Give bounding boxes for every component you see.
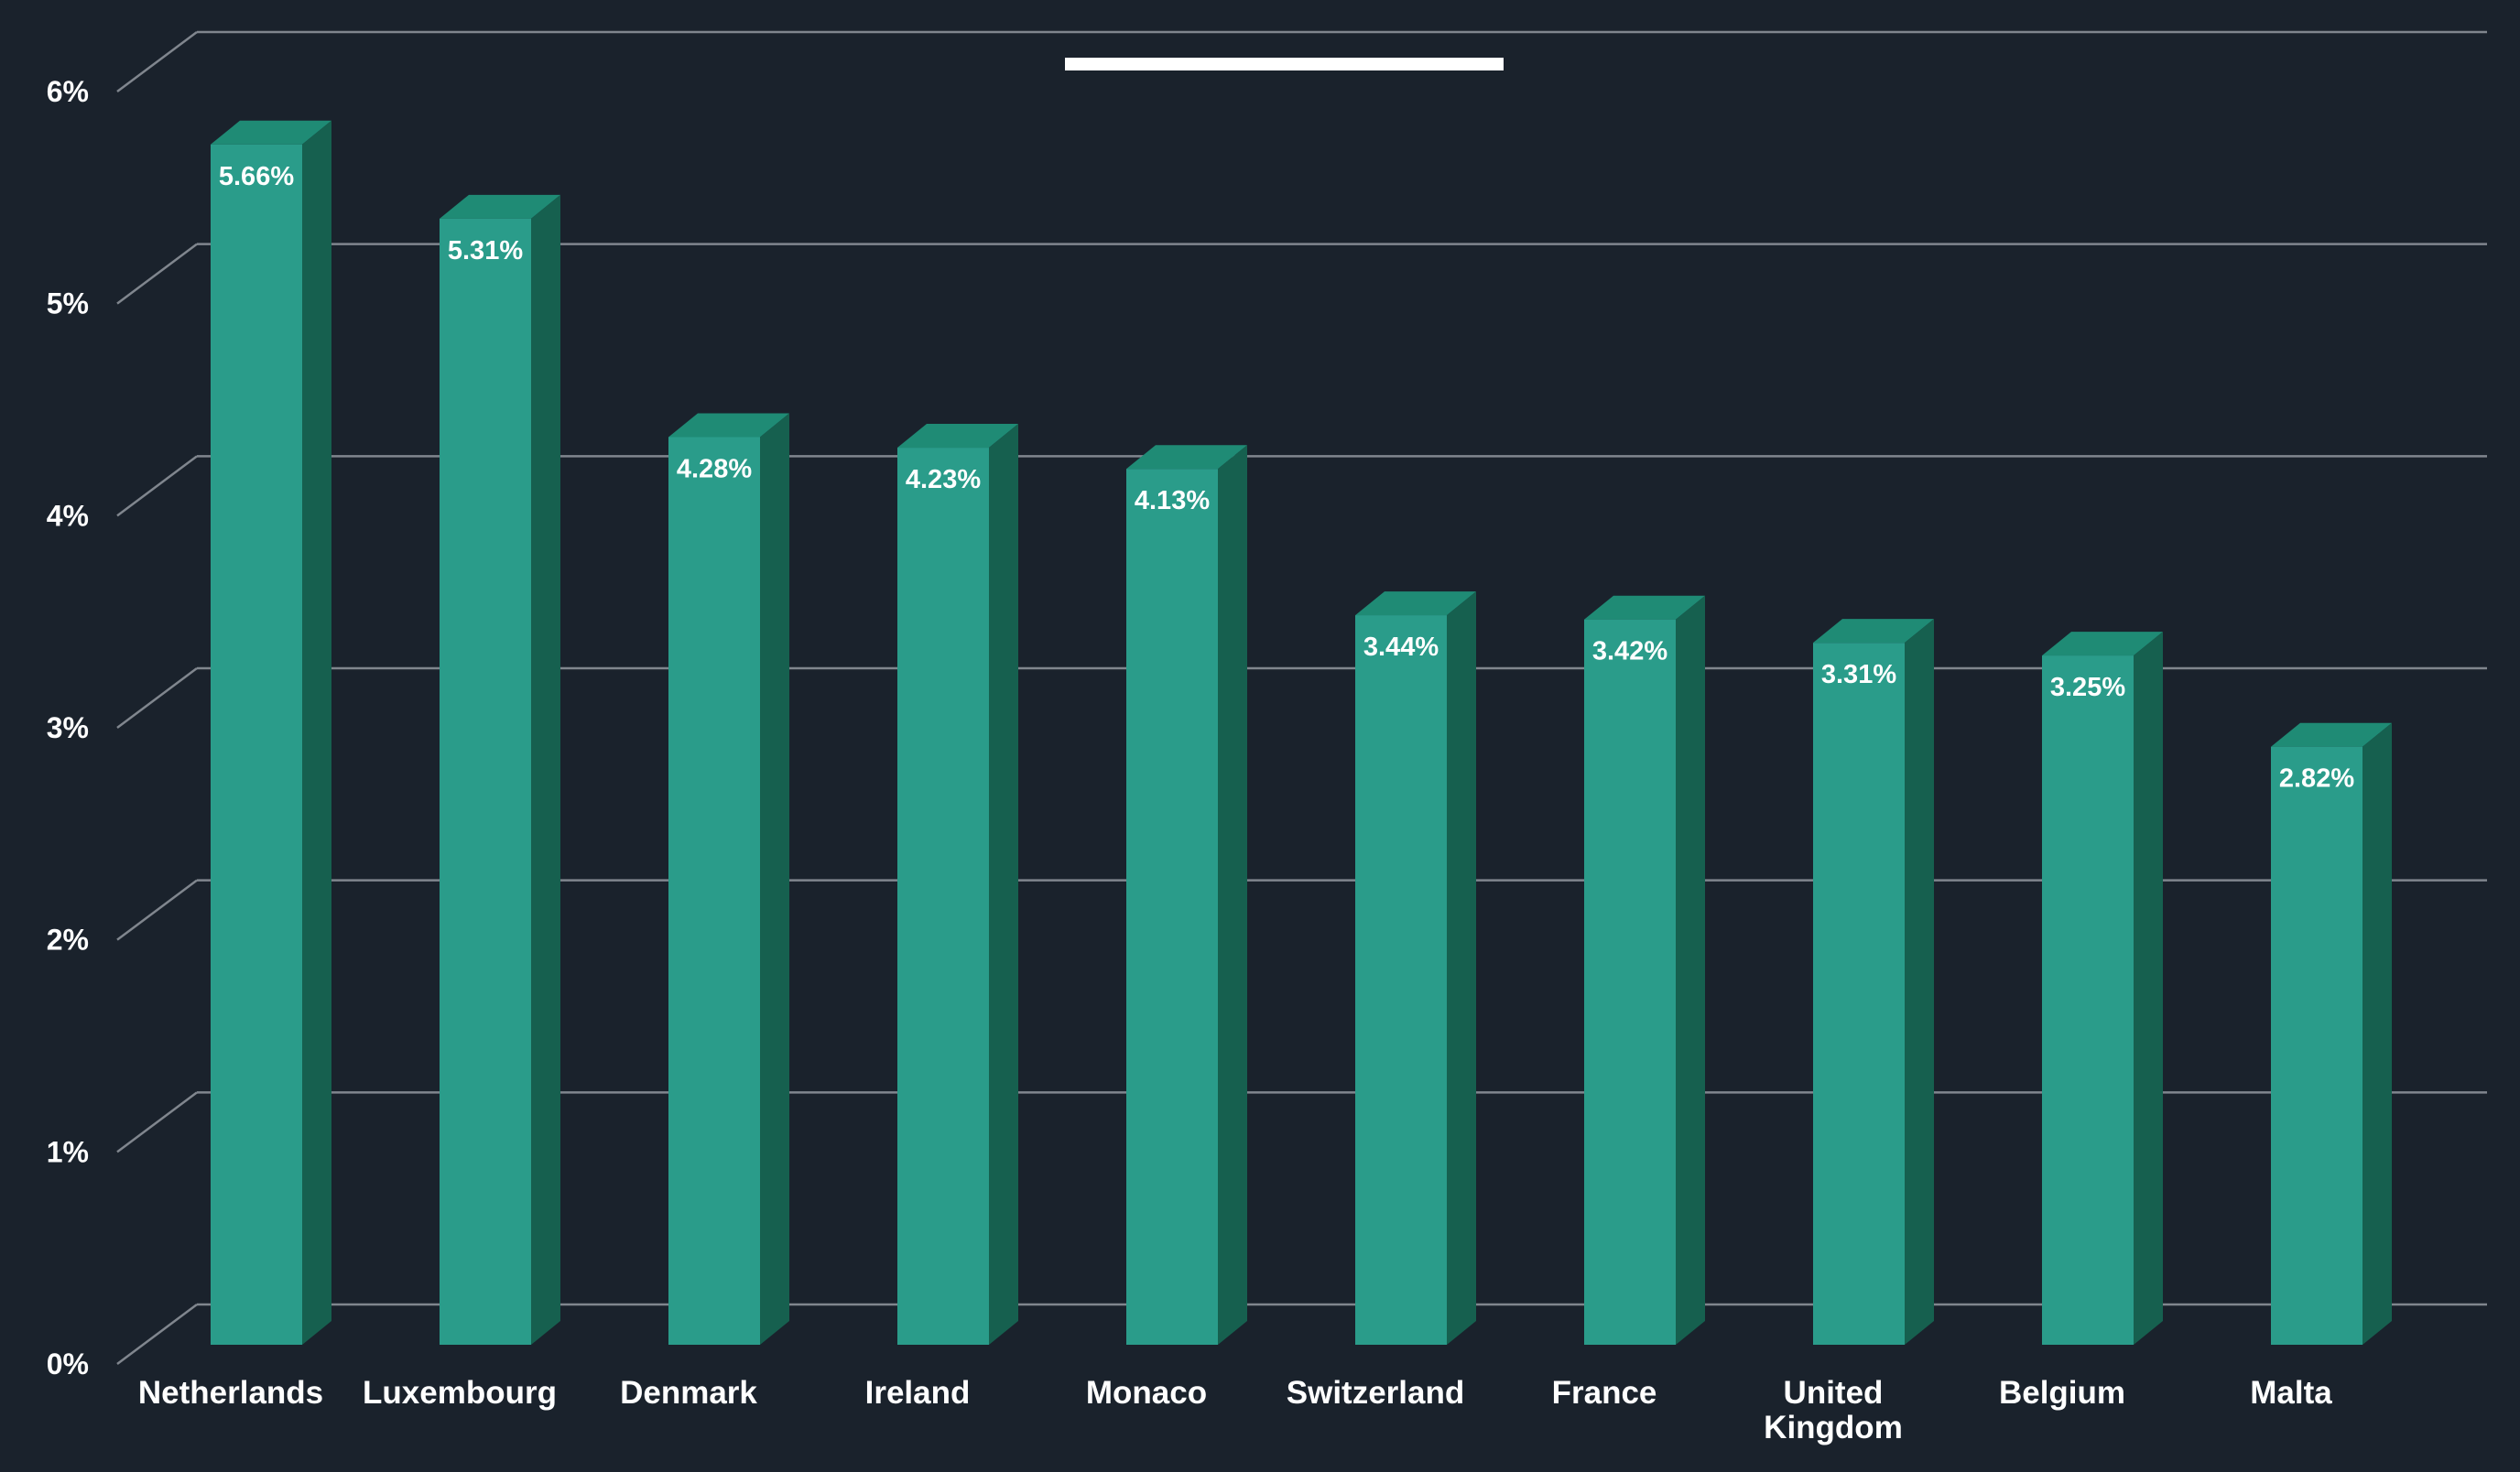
x-axis-label-denmark: Denmark bbox=[620, 1375, 757, 1411]
x-axis-label-luxembourg: Luxembourg bbox=[363, 1375, 557, 1411]
bar-belgium[interactable]: 3.25% bbox=[2042, 632, 2163, 1345]
bar-value-label: 5.31% bbox=[448, 236, 523, 265]
bar-side-face bbox=[2362, 722, 2392, 1345]
axis-tick-connector-6 bbox=[116, 30, 198, 93]
bar-united-kingdom[interactable]: 3.31% bbox=[1813, 619, 1934, 1345]
y-tick-label-6: 6% bbox=[47, 75, 89, 108]
axis-tick-connector-5 bbox=[116, 243, 198, 305]
x-axis-label-monaco: Monaco bbox=[1086, 1375, 1207, 1411]
bar-value-label: 4.23% bbox=[906, 465, 981, 494]
bar-ireland[interactable]: 4.23% bbox=[897, 424, 1018, 1345]
bar-side-face bbox=[1676, 595, 1705, 1345]
bar-value-label: 3.44% bbox=[1363, 633, 1439, 662]
x-axis-label-france: France bbox=[1552, 1375, 1657, 1411]
x-axis-label-belgium: Belgium bbox=[1999, 1375, 2125, 1411]
x-axis-label-line: Denmark bbox=[620, 1375, 757, 1411]
bar-front-face bbox=[1126, 469, 1218, 1345]
bar-front-face bbox=[2042, 655, 2134, 1345]
x-axis-label-malta: Malta bbox=[2250, 1375, 2332, 1411]
y-tick-label-0: 0% bbox=[47, 1348, 89, 1380]
bar-front-face bbox=[1813, 643, 1905, 1345]
x-axis-label-united-kingdom: United Kingdom bbox=[1764, 1375, 1903, 1445]
bar-front-face bbox=[440, 218, 531, 1346]
x-axis-label-line: Kingdom bbox=[1764, 1410, 1903, 1445]
bar-top-face bbox=[897, 424, 1018, 449]
axis-tick-connector-4 bbox=[116, 455, 198, 517]
y-tick-label-3: 3% bbox=[47, 711, 89, 744]
bar-side-face bbox=[2134, 632, 2163, 1345]
bar-front-face bbox=[211, 144, 302, 1346]
x-axis-label-line: Monaco bbox=[1086, 1375, 1207, 1411]
y-tick-label-1: 1% bbox=[47, 1135, 89, 1168]
bar-top-face bbox=[2042, 632, 2163, 656]
x-axis-label-line: United bbox=[1784, 1375, 1884, 1411]
x-axis-label-ireland: Ireland bbox=[865, 1375, 971, 1411]
x-axis-labels: Netherlands Luxembourg Denmark Ireland Monac… bbox=[138, 1375, 2332, 1445]
x-axis-label-line: France bbox=[1552, 1375, 1657, 1411]
bar-value-label: 2.82% bbox=[2279, 764, 2354, 794]
x-axis-label-line: Switzerland bbox=[1287, 1375, 1464, 1411]
x-axis-label-line: Ireland bbox=[865, 1375, 971, 1411]
bar-denmark[interactable]: 4.28% bbox=[668, 413, 789, 1345]
title-redaction-bar bbox=[1065, 58, 1504, 70]
axis-tick-connector-3 bbox=[116, 666, 198, 730]
bar-side-face bbox=[531, 194, 560, 1346]
bar-front-face bbox=[1584, 619, 1676, 1345]
bar-side-face bbox=[1905, 619, 1934, 1345]
bar-side-face bbox=[1218, 445, 1247, 1345]
x-axis-label-line: Malta bbox=[2250, 1375, 2332, 1411]
bar-value-label: 5.66% bbox=[219, 162, 294, 191]
bar-value-label: 4.28% bbox=[677, 454, 752, 483]
bar-front-face bbox=[897, 448, 989, 1345]
bar-top-face bbox=[2271, 722, 2392, 747]
bar-side-face bbox=[989, 424, 1018, 1345]
axis-tick-connector-0 bbox=[116, 1303, 198, 1366]
bar-france[interactable]: 3.42% bbox=[1584, 595, 1705, 1345]
y-tick-label-5: 5% bbox=[47, 287, 89, 320]
bar-value-label: 3.42% bbox=[1592, 637, 1667, 666]
x-axis-label-line: Belgium bbox=[1999, 1375, 2125, 1411]
bar-malta[interactable]: 2.82% bbox=[2271, 722, 2392, 1345]
bar-front-face bbox=[2271, 746, 2362, 1345]
axis-tick-connector-1 bbox=[116, 1091, 198, 1153]
bar-monaco[interactable]: 4.13% bbox=[1126, 445, 1247, 1345]
bar-side-face bbox=[302, 120, 331, 1346]
bar-top-face bbox=[1584, 595, 1705, 620]
y-axis-labels: 0% 1% 2% 3% 4% 5% 6% bbox=[47, 75, 89, 1380]
bar-front-face bbox=[1355, 615, 1447, 1345]
axis-tick-connector-2 bbox=[116, 879, 198, 941]
bar-value-label: 4.13% bbox=[1135, 486, 1210, 515]
bars: 5.66% 5.31% 4.28% 4.23% 4.13% 3.44% 3.42% 3.31%… bbox=[211, 120, 2392, 1346]
bar-side-face bbox=[760, 413, 789, 1345]
y-tick-label-4: 4% bbox=[47, 499, 89, 532]
bar-netherlands[interactable]: 5.66% bbox=[211, 120, 331, 1346]
x-axis-label-line: Netherlands bbox=[138, 1375, 323, 1411]
bar-value-label: 3.25% bbox=[2050, 673, 2125, 702]
bar-top-face bbox=[668, 413, 789, 438]
y-tick-label-2: 2% bbox=[47, 924, 89, 957]
x-axis-label-switzerland: Switzerland bbox=[1287, 1375, 1464, 1411]
x-axis-label-line: Luxembourg bbox=[363, 1375, 557, 1411]
bar-top-face bbox=[1126, 445, 1247, 470]
x-axis-label-netherlands: Netherlands bbox=[138, 1375, 323, 1411]
bar-top-face bbox=[440, 194, 560, 219]
bar-luxembourg[interactable]: 5.31% bbox=[440, 194, 560, 1346]
bar-side-face bbox=[1447, 591, 1476, 1345]
bar-top-face bbox=[211, 120, 331, 145]
bar-switzerland[interactable]: 3.44% bbox=[1355, 591, 1476, 1345]
bar-front-face bbox=[668, 437, 760, 1345]
bar-top-face bbox=[1355, 591, 1476, 616]
bar-value-label: 3.31% bbox=[1821, 660, 1896, 689]
bar-top-face bbox=[1813, 619, 1934, 644]
